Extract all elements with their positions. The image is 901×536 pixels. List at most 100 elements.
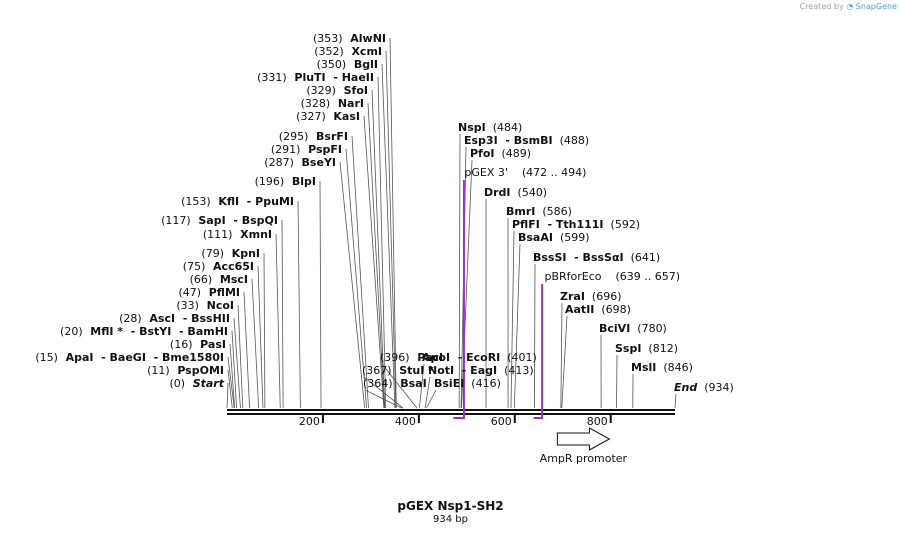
site-position: (484): [486, 121, 523, 134]
site-label[interactable]: (153) KflI - PpuMI: [181, 195, 294, 208]
site-label[interactable]: BssSI - BssSαI (641): [533, 251, 660, 264]
site-label[interactable]: (196) BlpI: [255, 175, 316, 188]
site-leader: [367, 102, 385, 409]
site-enzyme: BssSI: [533, 251, 567, 264]
site-label[interactable]: PfoI (489): [470, 147, 531, 160]
snapgene-credit: Created by ◔ SnapGene: [799, 2, 897, 11]
site-label[interactable]: (79) KpnI: [201, 247, 260, 260]
site-label[interactable]: NspI (484): [458, 121, 522, 134]
site-leader: [363, 115, 385, 409]
feature-ampr-promoter[interactable]: [556, 427, 611, 451]
site-position: (352): [314, 45, 344, 58]
site-leader: [510, 230, 515, 409]
site-label[interactable]: (364) BsaI: [363, 377, 427, 390]
site-enzyme: PasI: [193, 338, 227, 351]
site-position: (331): [257, 71, 287, 84]
site-position: (328): [301, 97, 331, 110]
site-leader: [339, 161, 366, 409]
site-label[interactable]: AatII (698): [565, 303, 631, 316]
primer-label[interactable]: pGEX 3' (472 .. 494): [464, 166, 586, 179]
site-leader: [251, 278, 260, 409]
site-label[interactable]: (111) XmnI: [203, 228, 272, 241]
site-label[interactable]: (28) AscI - BssHII: [119, 312, 230, 325]
feature-label: AmpR promoter: [540, 452, 628, 465]
site-label[interactable]: (287) BseYI: [264, 156, 336, 169]
site-enzyme: BglI: [346, 58, 378, 71]
site-label[interactable]: BmrI (586): [506, 205, 572, 218]
primer-arrow[interactable]: [533, 284, 544, 419]
site-label[interactable]: (350) BglI: [317, 58, 378, 71]
site-enzyme: - BstYI: [123, 325, 171, 338]
primer-arrow[interactable]: [453, 180, 465, 419]
site-label[interactable]: (66) MscI: [190, 273, 248, 286]
site-enzyme: - HaeII: [326, 71, 374, 84]
site-enzyme: NspI: [458, 121, 486, 134]
site-enzyme: XmnI: [232, 228, 272, 241]
site-enzyme: - PpuMI: [239, 195, 294, 208]
site-leader: [389, 37, 397, 409]
map-length: 934 bp: [433, 514, 468, 525]
site-label[interactable]: (33) NcoI: [176, 299, 234, 312]
site-enzyme: PfoI: [470, 147, 495, 160]
site-enzyme: NotI: [428, 364, 454, 377]
site-position: (353): [313, 32, 343, 45]
feature-arrow[interactable]: [556, 427, 611, 451]
site-label[interactable]: (16) PasI: [170, 338, 226, 351]
site-label[interactable]: NotI - EagI (413): [428, 364, 534, 377]
site-label[interactable]: (396) PacI: [380, 351, 443, 364]
site-position: (413): [497, 364, 534, 377]
site-leader: [263, 252, 266, 409]
site-label[interactable]: BsiEI (416): [434, 377, 501, 390]
site-label[interactable]: (353) AlwNI: [313, 32, 386, 45]
site-enzyme: - BaeGI: [93, 351, 145, 364]
site-position: (0): [169, 377, 185, 390]
site-label[interactable]: BsaAI (599): [518, 231, 590, 244]
site-label[interactable]: (117) SapI - BspQI: [161, 214, 278, 227]
site-label[interactable]: (0) Start: [169, 377, 224, 390]
site-leader: [281, 219, 284, 409]
site-label[interactable]: MslI (846): [631, 361, 693, 374]
site-label[interactable]: ZraI (696): [560, 290, 622, 303]
site-label[interactable]: PflFI - Tth111I (592): [512, 218, 640, 231]
site-label[interactable]: ApoI - EcoRI (401): [422, 351, 537, 364]
site-label[interactable]: (47) PflMI: [178, 286, 240, 299]
site-label[interactable]: (291) PspFI: [271, 143, 342, 156]
site-position: (367): [362, 364, 392, 377]
site-label[interactable]: SspI (812): [615, 342, 678, 355]
site-label[interactable]: End (934): [674, 381, 734, 394]
site-label[interactable]: (331) PluTI - HaeII: [257, 71, 374, 84]
site-position: (153): [181, 195, 211, 208]
site-label[interactable]: (329) SfoI: [306, 84, 368, 97]
site-label[interactable]: BciVI (780): [599, 322, 667, 335]
site-enzyme: SapI: [191, 214, 226, 227]
site-label[interactable]: (15) ApaI - BaeGI - Bme1580I: [35, 351, 224, 364]
site-position: (327): [296, 110, 326, 123]
site-enzyme: XcmI: [344, 45, 382, 58]
site-enzyme: Acc65I: [205, 260, 254, 273]
site-label[interactable]: (328) NarI: [301, 97, 364, 110]
site-label[interactable]: (20) MflI * - BstYI - BamHI: [60, 325, 228, 338]
snapgene-logo-icon: ◔: [846, 2, 854, 11]
site-position: (586): [535, 205, 572, 218]
site-enzyme: ApoI: [422, 351, 450, 364]
site-leader: [243, 291, 250, 409]
site-label[interactable]: Esp3I - BsmBI (488): [464, 134, 589, 147]
site-enzyme: PflMI: [201, 286, 240, 299]
site-leader: [257, 265, 264, 409]
site-label[interactable]: (352) XcmI: [314, 45, 382, 58]
site-label[interactable]: (367) StuI *: [362, 364, 434, 377]
primer-label[interactable]: pBRforEco (639 .. 657): [545, 270, 681, 283]
site-position: (79): [201, 247, 224, 260]
site-leader: [227, 369, 233, 409]
site-enzyme: BsiEI: [434, 377, 464, 390]
site-label[interactable]: DrdI (540): [484, 186, 547, 199]
site-position: (16): [170, 338, 193, 351]
site-label[interactable]: (295) BsrFI: [279, 130, 348, 143]
site-position: (28): [119, 312, 142, 325]
site-enzyme: - BspQI: [226, 214, 278, 227]
site-position: (934): [697, 381, 734, 394]
site-label[interactable]: (327) KasI: [296, 110, 360, 123]
site-label[interactable]: (11) PspOMI: [147, 364, 224, 377]
site-leader: [351, 135, 369, 409]
site-label[interactable]: (75) Acc65I: [183, 260, 254, 273]
